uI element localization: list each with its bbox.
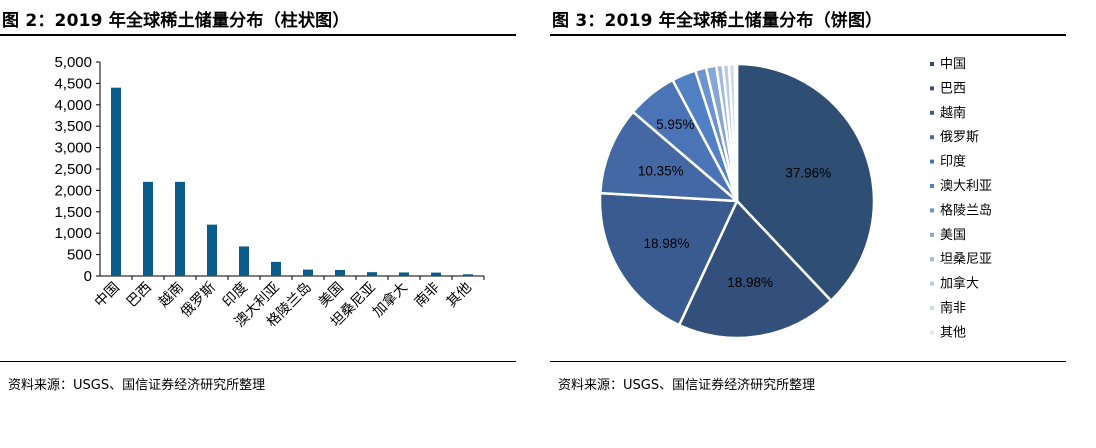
y-tick-label: 500 [67,247,92,264]
pie-value-label: 10.35% [638,163,684,178]
legend-swatch [930,135,934,140]
y-tick-label: 1,500 [54,204,92,221]
y-tick-label: 4,500 [54,75,92,92]
top-rule [0,34,516,36]
pie-slice [598,110,739,203]
legend-label: 南非 [940,300,966,316]
bar [207,224,217,276]
y-tick-label: 2,000 [54,182,92,199]
bar [143,181,153,276]
category-label: 南非 [412,280,443,311]
legend-swatch [930,110,934,115]
bar [271,261,281,276]
legend-label: 澳大利亚 [940,178,992,194]
category-label: 俄罗斯 [178,280,219,321]
legend-swatch [930,184,934,188]
bottom-rule [550,361,1066,362]
pie-value-label: 37.96% [785,166,831,181]
bar-chart-source: 资料来源：USGS、国信证券经济研究所整理 [8,378,266,393]
legend-swatch [930,306,934,310]
pie-value-label: 5.95% [656,117,694,132]
y-tick-label: 3,500 [54,118,92,135]
y-tick-label: 3,000 [54,140,92,157]
legend-label: 美国 [940,228,966,243]
legend-label: 其他 [940,325,966,340]
legend-label: 越南 [940,105,966,121]
legend-swatch [930,281,934,286]
legend-label: 加拿大 [940,276,979,292]
bottom-rule [0,361,516,362]
bar [399,272,409,276]
bar [303,269,313,276]
bar-chart-panel: 图 2：2019 年全球稀土储量分布（柱状图） 0 500 1,000 1,500 2,… [0,0,536,448]
legend-label: 坦桑尼亚 [940,252,992,267]
pie-chart-panel: 图 3：2019 年全球稀土储量分布（饼图） 37.96% 18.98% 18.98… [550,0,1086,448]
pie-chart-title: 图 3：2019 年全球稀土储量分布（饼图） [552,11,883,31]
category-label: 巴西 [124,280,155,311]
bar-chart-title: 图 2：2019 年全球稀土储量分布（柱状图） [2,11,350,31]
legend-label: 印度 [940,154,966,170]
pie-slice [735,62,876,302]
legend-label: 中国 [940,57,966,72]
pie-slice [733,62,739,203]
legend-label: 格陵兰岛 [940,202,992,218]
legend-label: 俄罗斯 [940,130,979,145]
bar [335,270,345,276]
bar [239,246,249,276]
y-tick-label: 2,500 [54,161,92,178]
pie-slice [598,191,739,327]
bar [431,272,441,276]
y-tick-label: 1,000 [54,225,92,242]
pie-chart-source: 资料来源：USGS、国信证券经济研究所整理 [558,378,816,393]
category-label: 中国 [92,280,123,311]
legend-swatch [930,257,934,262]
y-tick-label: 5,000 [54,54,92,71]
legend-swatch [930,232,934,237]
pie-slice [677,199,833,340]
pie-chart: 37.96% 18.98% 18.98% 10.35% 5.95% 中国巴西越南俄罗斯印度… [598,57,992,340]
category-label: 其他 [444,280,475,311]
bar [463,274,473,276]
legend-swatch [930,159,934,164]
pie-value-label: 18.98% [644,236,690,251]
top-rule [550,34,1066,36]
y-tick-label: 0 [84,268,92,285]
bar [367,272,377,276]
bar [175,181,185,276]
pie-value-label: 18.98% [727,275,773,290]
bar-chart: 0 500 1,000 1,500 2,000 2,500 3,000 3,500 4,000 4… [54,54,485,330]
y-tick-label: 4,000 [54,97,92,114]
legend-swatch [930,62,934,66]
legend-swatch [930,86,934,91]
category-label: 加拿大 [369,279,411,321]
bar [111,87,121,277]
legend-label: 巴西 [940,81,966,96]
legend-swatch [930,330,934,335]
legend-swatch [930,208,934,213]
